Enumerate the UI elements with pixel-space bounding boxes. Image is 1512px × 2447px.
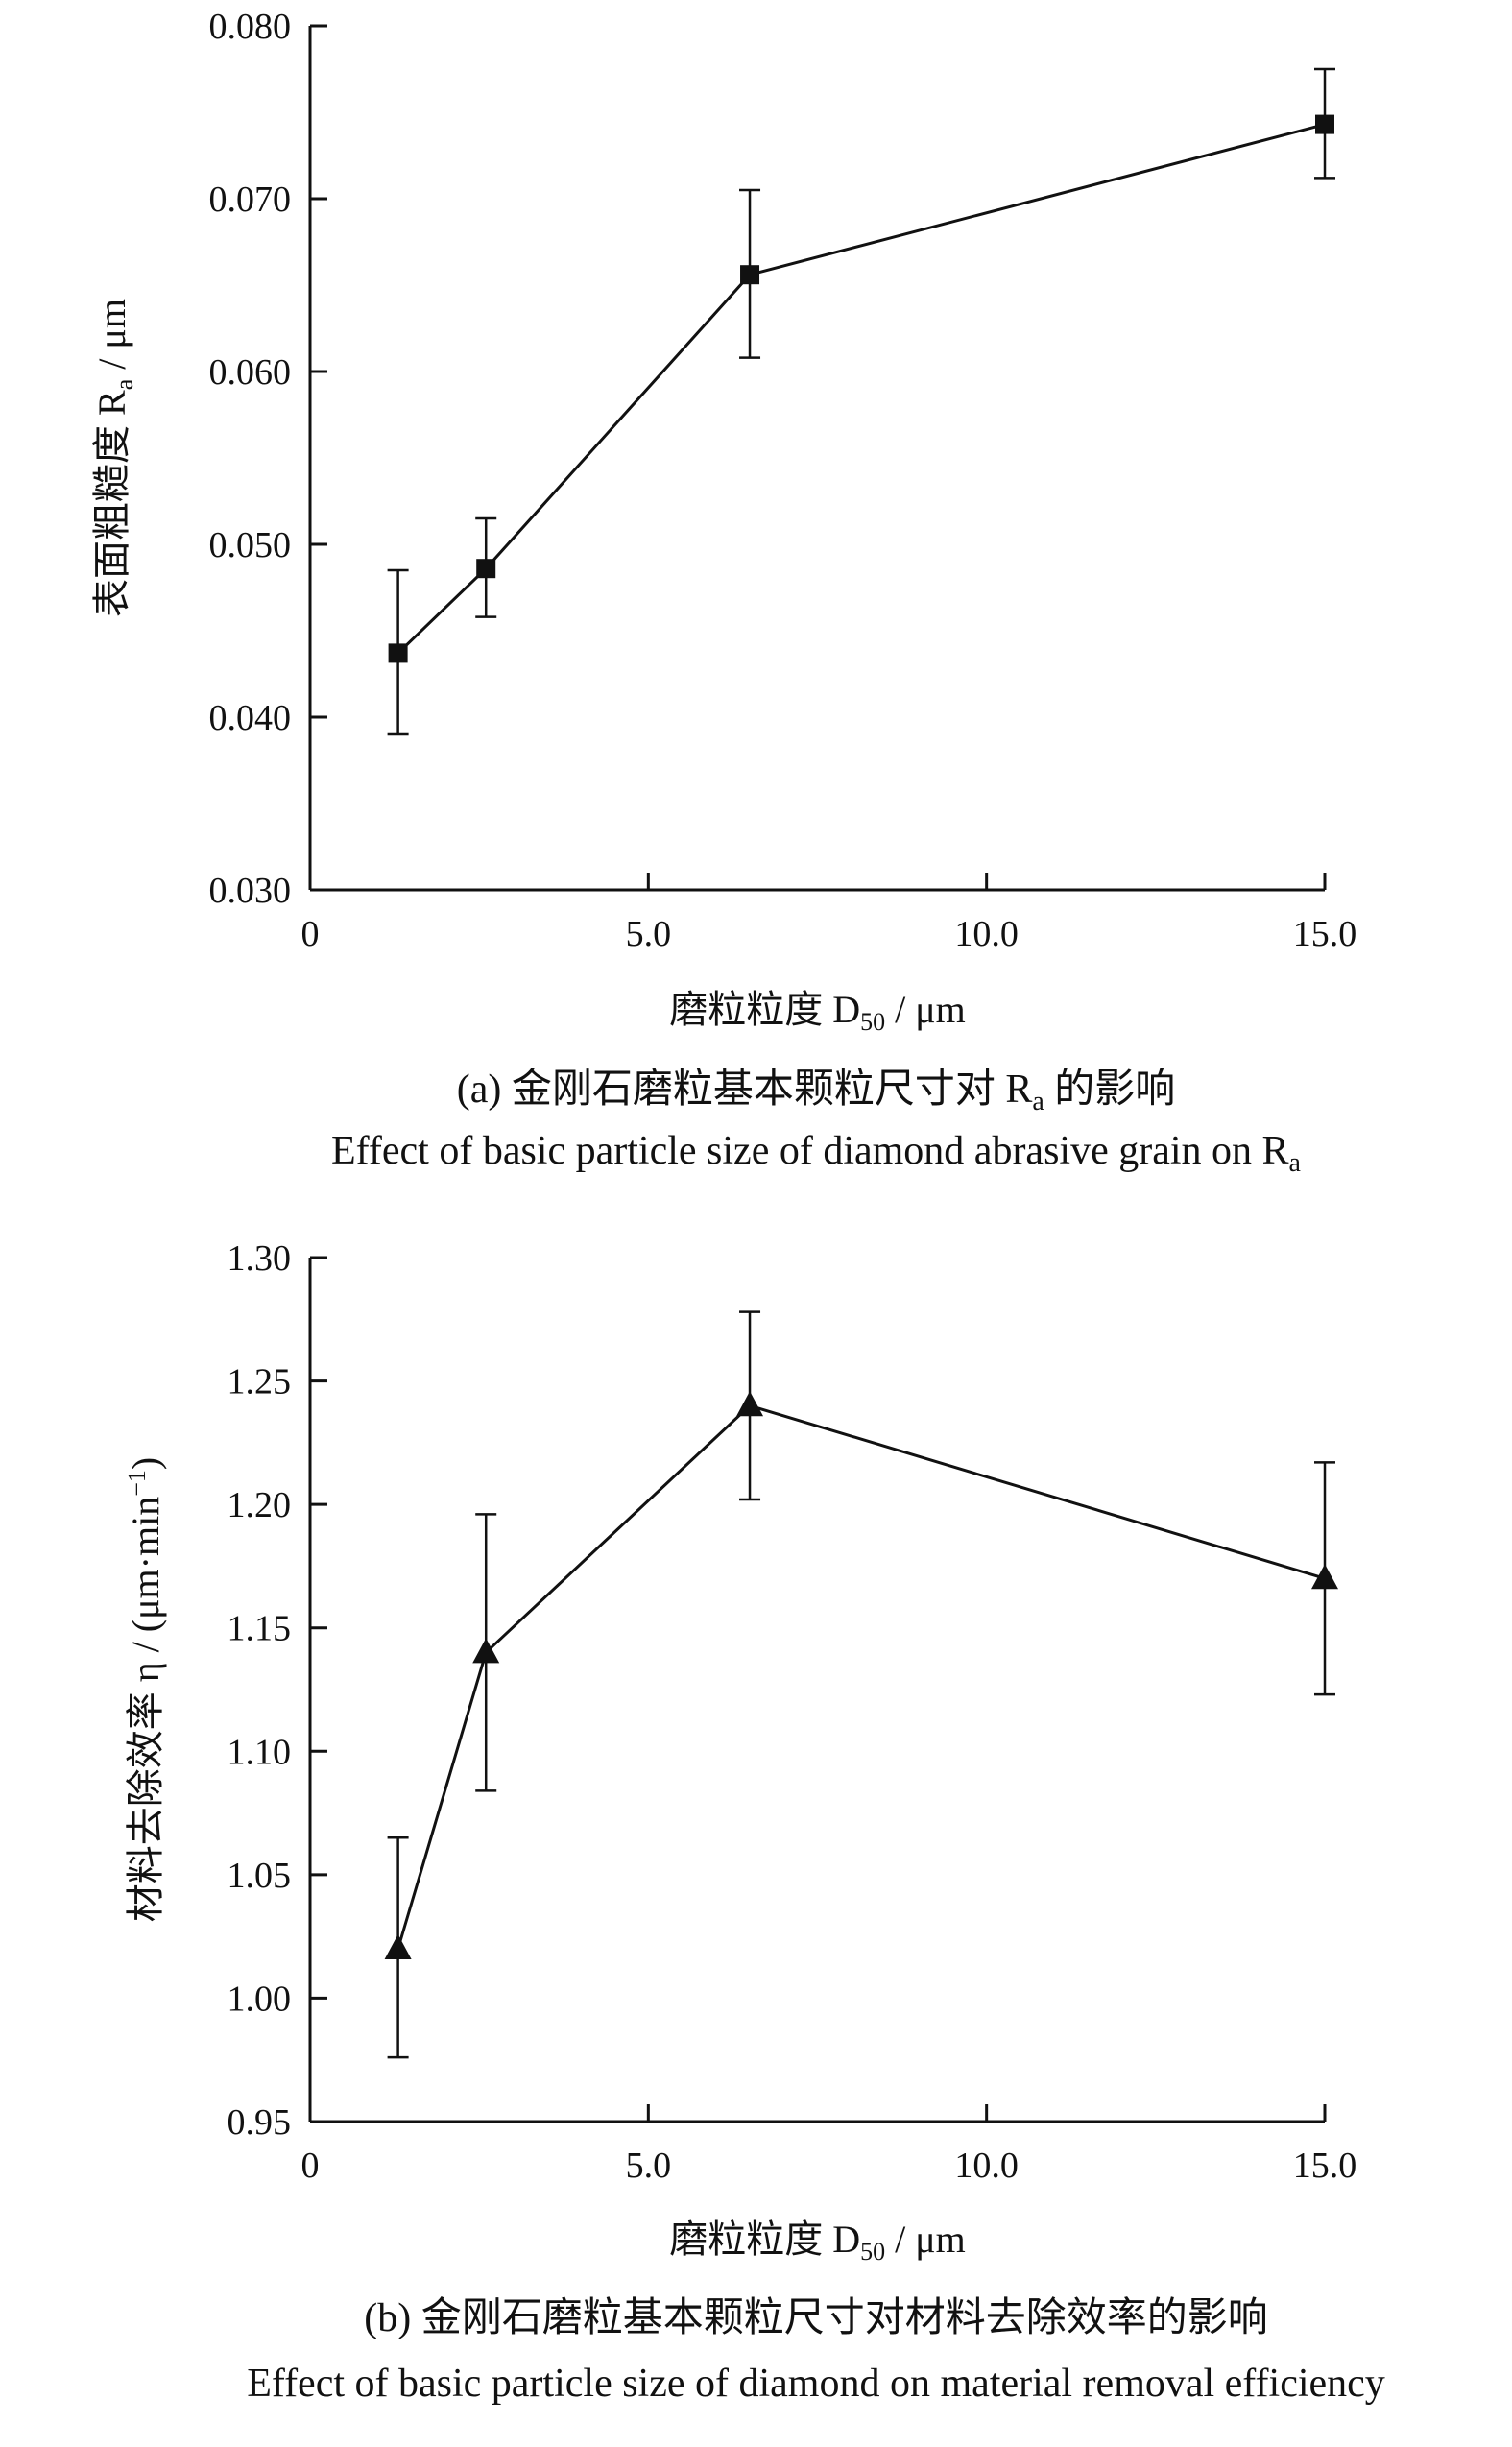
- axes-b: [308, 1258, 1325, 2123]
- ticks-b: 0.95 1.00 1.05 1.10 1.15 1.20 1.25 1.30 0 5.0 10.0…: [228, 1238, 1357, 2186]
- caption-a-en-main: Effect of basic particle size of diamond…: [331, 1129, 1289, 1173]
- x-tick-label: 0: [301, 914, 320, 954]
- x-tick-label: 10.0: [954, 914, 1019, 954]
- caption-a-cn-sub: a: [1032, 1087, 1044, 1116]
- caption-a-cn-tail: 的影响: [1044, 1068, 1176, 1112]
- y-tick-label: 1.15: [228, 1609, 292, 1649]
- y-tick-label: 0.070: [209, 180, 292, 220]
- y-tick-label: 1.05: [228, 1856, 292, 1896]
- data-point-square: [740, 265, 760, 285]
- caption-b-en: Effect of basic particle size of diamond…: [247, 2362, 1385, 2406]
- y-tick-label: 0.060: [209, 352, 292, 393]
- x-tick-label: 5.0: [626, 2146, 672, 2186]
- data-point-triangle: [736, 1391, 764, 1417]
- data-point-square: [388, 643, 408, 663]
- y-axis-title-b-sup: −1: [123, 1470, 151, 1497]
- series-line: [396, 1403, 1326, 1950]
- chart-panel-b: 0.95 1.00 1.05 1.10 1.15 1.20 1.25 1.30 0 5.0 10.0…: [123, 1238, 1385, 2406]
- y-tick-label: 1.10: [228, 1732, 292, 1772]
- x-tick-label: 15.0: [1293, 914, 1357, 954]
- y-axis-title-a: 表面粗糙度 Ra / μm: [90, 299, 138, 617]
- x-axis-title-a: 磨粒粒度 D50 / μm: [669, 988, 966, 1036]
- y-axis-title-a-sub: a: [110, 378, 138, 390]
- x-axis-title-b: 磨粒粒度 D50 / μm: [669, 2218, 966, 2266]
- axes-a: [308, 26, 1325, 892]
- x-tick-label: 0: [301, 2146, 320, 2186]
- x-axis-title-b-main: 磨粒粒度 D: [669, 2218, 860, 2261]
- x-axis-title-a-main: 磨粒粒度 D: [669, 988, 860, 1031]
- caption-b-cn: (b) 金刚石磨粒基本颗粒尺寸对材料去除效率的影响: [364, 2295, 1267, 2340]
- caption-a-en-sub: a: [1289, 1148, 1302, 1178]
- y-tick-label: 0.95: [228, 2102, 292, 2143]
- y-tick-label: 0.050: [209, 525, 292, 565]
- caption-a-cn-main: (a) 金刚石磨粒基本颗粒尺寸对 R: [457, 1067, 1033, 1112]
- x-tick-label: 5.0: [626, 914, 672, 954]
- y-axis-title-b-main: 材料去除效率 η / (μm·min: [124, 1497, 167, 1922]
- chart-panel-a: 0.030 0.040 0.050 0.060 0.070 0.080 0 5.0 10.0 15…: [90, 7, 1356, 1178]
- x-axis-title-a-sub: 50: [860, 1008, 885, 1036]
- series-a: [387, 67, 1335, 736]
- y-tick-label: 1.30: [228, 1238, 292, 1279]
- data-point-triangle: [1311, 1564, 1338, 1590]
- data-point-triangle: [472, 1638, 500, 1664]
- y-axis-title-a-unit: / μm: [90, 299, 133, 379]
- x-axis-title-b-sub: 50: [860, 2238, 885, 2266]
- y-tick-label: 0.040: [209, 698, 292, 738]
- caption-a-en: Effect of basic particle size of diamond…: [331, 1129, 1302, 1178]
- series-line: [396, 123, 1326, 655]
- y-axis-title-b: 材料去除效率 η / (μm·min−1): [123, 1457, 167, 1922]
- x-tick-label: 15.0: [1293, 2146, 1357, 2186]
- x-tick-label: 10.0: [954, 2146, 1019, 2186]
- y-tick-label: 1.00: [228, 1979, 292, 2019]
- x-axis-title-b-unit: / μm: [885, 2218, 966, 2261]
- y-tick-label: 1.25: [228, 1362, 292, 1403]
- series-b: [384, 1310, 1338, 2059]
- data-point-square: [476, 559, 496, 579]
- y-tick-label: 0.080: [209, 7, 292, 47]
- y-axis-title-b-tail: ): [124, 1457, 167, 1470]
- data-point-triangle: [384, 1934, 412, 1959]
- y-tick-label: 0.030: [209, 871, 292, 911]
- data-point-square: [1315, 114, 1334, 134]
- x-axis-title-a-unit: / μm: [885, 988, 966, 1031]
- ticks-a: 0.030 0.040 0.050 0.060 0.070 0.080 0 5.0 10.0 15…: [209, 7, 1357, 954]
- caption-a-cn: (a) 金刚石磨粒基本颗粒尺寸对 Ra 的影响: [457, 1067, 1176, 1116]
- y-tick-label: 1.20: [228, 1485, 292, 1525]
- y-axis-title-a-main: 表面粗糙度 R: [90, 390, 133, 617]
